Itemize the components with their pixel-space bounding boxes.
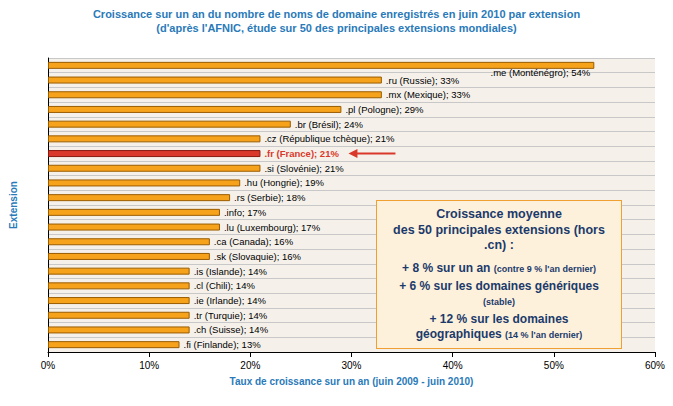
svg-text:.mx (Mexique); 33%: .mx (Mexique); 33% xyxy=(386,89,471,100)
svg-text:.me (Monténégro); 54%: .me (Monténégro); 54% xyxy=(491,67,591,78)
svg-text:.is (Islande); 14%: .is (Islande); 14% xyxy=(194,266,268,277)
svg-text:.cz (République tchèque); 21%: .cz (République tchèque); 21% xyxy=(264,133,394,144)
svg-text:.hu (Hongrie); 19%: .hu (Hongrie); 19% xyxy=(244,177,324,188)
svg-text:.pl (Pologne); 29%: .pl (Pologne); 29% xyxy=(345,104,424,115)
svg-text:40%: 40% xyxy=(443,360,463,371)
svg-text:0%: 0% xyxy=(41,360,56,371)
svg-text:.tr (Turquie); 14%: .tr (Turquie); 14% xyxy=(194,310,268,321)
svg-text:(d'après l'AFNIC, étude sur 50: (d'après l'AFNIC, étude sur 50 des princ… xyxy=(156,22,517,34)
html-text:+ 8 % sur un an (contre 9 % l': + 8 % sur un an (contre 9 % l'an dernier… xyxy=(402,260,596,275)
svg-text:Extension: Extension xyxy=(8,181,19,229)
html-text:Croissance moyenne: Croissance moyenne xyxy=(436,207,562,221)
svg-text:50%: 50% xyxy=(544,360,564,371)
svg-text:.ru (Russie); 33%: .ru (Russie); 33% xyxy=(386,75,460,86)
html-text:+ 6 % sur les domaines génériq: + 6 % sur les domaines génériques xyxy=(399,278,599,293)
svg-text:.ie (Irlande); 14%: .ie (Irlande); 14% xyxy=(194,295,267,306)
svg-text:.rs (Serbie); 18%: .rs (Serbie); 18% xyxy=(234,192,306,203)
svg-text:Taux de croissance sur un an (: Taux de croissance sur un an (juin 2009 … xyxy=(230,376,474,387)
svg-text:.ch (Suisse); 14%: .ch (Suisse); 14% xyxy=(194,324,269,335)
svg-text:.fr (France); 21%: .fr (France); 21% xyxy=(264,148,339,159)
svg-text:.si (Slovénie); 21%: .si (Slovénie); 21% xyxy=(264,163,344,174)
svg-text:.cl (Chili); 14%: .cl (Chili); 14% xyxy=(194,280,256,291)
html-text:(stable): (stable) xyxy=(483,296,515,307)
svg-text:.sk (Slovaquie); 16%: .sk (Slovaquie); 16% xyxy=(214,251,302,262)
html-text:des 50 principales extensions: des 50 principales extensions (hors .cn)… xyxy=(393,222,605,253)
svg-text:.info; 17%: .info; 17% xyxy=(224,207,267,218)
svg-text:Croissance sur un an du nombre: Croissance sur un an du nombre de noms d… xyxy=(93,8,580,20)
svg-text:20%: 20% xyxy=(240,360,260,371)
svg-text:60%: 60% xyxy=(645,360,665,371)
svg-text:10%: 10% xyxy=(139,360,159,371)
svg-text:30%: 30% xyxy=(341,360,361,371)
svg-text:.br (Brésil); 24%: .br (Brésil); 24% xyxy=(295,119,364,130)
svg-text:.lu (Luxembourg); 17%: .lu (Luxembourg); 17% xyxy=(224,222,321,233)
svg-text:.fi (Finlande); 13%: .fi (Finlande); 13% xyxy=(184,339,262,350)
svg-text:.ca (Canada); 16%: .ca (Canada); 16% xyxy=(214,236,294,247)
html-text:+ 12 % sur les domaines géogra: + 12 % sur les domaines géographiques (1… xyxy=(415,311,583,341)
